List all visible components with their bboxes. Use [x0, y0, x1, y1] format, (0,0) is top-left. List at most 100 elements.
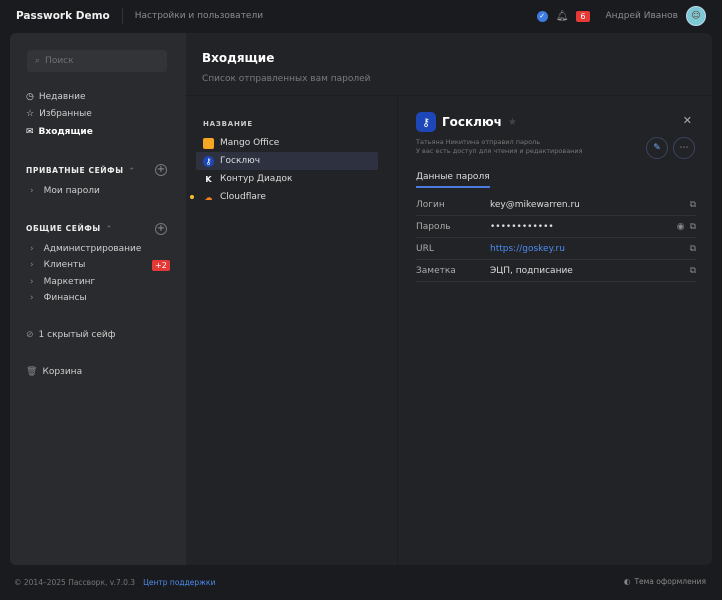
- notifications-badge[interactable]: 6: [576, 10, 590, 22]
- field-label: Заметка: [416, 265, 456, 276]
- page-header: Входящие Список отправленных вам паролей: [186, 33, 712, 96]
- field-value[interactable]: key@mikewarren.ru: [490, 199, 580, 210]
- footer: © 2014–2025 Пассворк, v.7.0.3 Центр подде…: [14, 578, 215, 587]
- detail-panel: ⚷ Госключ ★ ✕ Татьяна Никитина отправил па…: [397, 96, 712, 565]
- key-icon: ⚷: [416, 112, 436, 132]
- mango-icon: [203, 137, 214, 149]
- chevron-up-icon: ⌃: [128, 166, 136, 175]
- copy-icon[interactable]: ⧉: [689, 243, 696, 254]
- sidebar-item-label: Избранные: [39, 109, 92, 119]
- cloudflare-icon: ☁: [204, 192, 213, 202]
- field-login: Логин key@mikewarren.ru ⧉: [416, 194, 696, 216]
- hidden-label: 1 скрытый сейф: [38, 330, 116, 340]
- add-private-vault-button[interactable]: +: [155, 164, 167, 176]
- vault-label: Маркетинг: [43, 277, 96, 287]
- key-icon: ⚷: [203, 155, 214, 167]
- chevron-right-icon: ›: [30, 293, 34, 303]
- add-shared-vault-button[interactable]: +: [155, 223, 167, 235]
- top-bar: Passwork Demo Настройки и пользователи ✓…: [0, 0, 722, 32]
- sidebar-item-favorites[interactable]: ☆ Избранные: [26, 109, 92, 119]
- section-title: ПРИВАТНЫЕ СЕЙФЫ: [26, 166, 124, 175]
- kontur-icon: K: [205, 174, 212, 184]
- field-url: URL https://goskey.ru ⧉: [416, 238, 696, 260]
- sidebar-item-label: Входящие: [38, 127, 93, 137]
- theme-toggle[interactable]: ◐ Тема оформления: [624, 577, 706, 586]
- vault-label: Финансы: [43, 293, 87, 303]
- sidebar-item-recent[interactable]: ◷ Недавние: [26, 92, 85, 102]
- trash-link[interactable]: 🗑︎ Корзина: [26, 367, 82, 377]
- trash-icon: 🗑︎: [26, 367, 38, 377]
- clients-badge: +2: [152, 260, 170, 271]
- vault-label: Мои пароли: [43, 186, 100, 196]
- tab-password-data[interactable]: Данные пароля: [416, 172, 490, 188]
- chevron-right-icon: ›: [30, 277, 34, 287]
- eye-off-icon: ⊘: [26, 330, 34, 340]
- edit-button[interactable]: ✎: [646, 137, 668, 159]
- list-item[interactable]: ⚷ Госключ: [196, 152, 378, 170]
- column-header-name[interactable]: НАЗВАНИЕ: [203, 120, 253, 128]
- url-link[interactable]: https://goskey.ru: [490, 243, 565, 254]
- eye-icon[interactable]: ◉: [676, 221, 685, 232]
- section-title: ОБЩИЕ СЕЙФЫ: [26, 224, 101, 233]
- chevron-right-icon: ›: [30, 260, 34, 270]
- search-placeholder: Поиск: [45, 56, 74, 66]
- vault-label: Администрирование: [43, 244, 142, 254]
- list-item[interactable]: Mango Office: [196, 134, 378, 152]
- copyright: © 2014–2025 Пассворк, v.7.0.3: [14, 578, 136, 587]
- star-icon: ☆: [26, 109, 35, 119]
- field-label: Логин: [416, 199, 445, 210]
- verified-icon[interactable]: ✓: [536, 10, 548, 22]
- main-panel: ⌕ Поиск ◷ Недавние ☆ Избранные ✉ Входящие ПР…: [10, 33, 712, 565]
- clock-icon: ◷: [26, 92, 34, 102]
- vault-admin[interactable]: › Администрирование: [30, 244, 141, 254]
- item-name: Госключ: [220, 156, 261, 166]
- copy-icon[interactable]: ⧉: [689, 199, 696, 210]
- item-name: Контур Диадок: [220, 174, 293, 184]
- list-item[interactable]: K Контур Диадок: [196, 170, 378, 188]
- sender-text: Татьяна Никитина отправил пароль: [416, 138, 541, 146]
- shared-vaults-header[interactable]: ОБЩИЕ СЕЙФЫ ⌃: [26, 224, 113, 233]
- unread-dot: [190, 195, 194, 199]
- copy-icon[interactable]: ⧉: [689, 265, 696, 276]
- chevron-right-icon: ›: [30, 186, 34, 196]
- item-name: Mango Office: [220, 138, 280, 148]
- copy-icon[interactable]: ⧉: [689, 221, 696, 232]
- star-icon[interactable]: ★: [507, 116, 517, 128]
- page-title: Входящие: [202, 51, 275, 65]
- close-icon[interactable]: ✕: [682, 114, 692, 127]
- sidebar-item-inbox[interactable]: ✉ Входящие: [26, 127, 93, 137]
- inbox-icon: ✉: [26, 127, 34, 137]
- detail-title: Госключ: [442, 115, 502, 129]
- item-name: Cloudflare: [220, 192, 266, 202]
- field-note: Заметка ЭЦП, подписание ⧉: [416, 260, 696, 282]
- app-title[interactable]: Passwork Demo: [16, 10, 110, 22]
- vault-label: Клиенты: [43, 260, 86, 270]
- trash-label: Корзина: [42, 367, 83, 377]
- chevron-right-icon: ›: [30, 244, 34, 254]
- vault-finance[interactable]: › Финансы: [30, 293, 87, 303]
- sidebar-item-label: Недавние: [38, 92, 86, 102]
- vault-clients[interactable]: › Клиенты: [30, 260, 85, 270]
- sidebar: ⌕ Поиск ◷ Недавние ☆ Избранные ✉ Входящие ПР…: [10, 33, 186, 565]
- private-vaults-header[interactable]: ПРИВАТНЫЕ СЕЙФЫ ⌃: [26, 166, 135, 175]
- divider: [121, 8, 123, 24]
- more-button[interactable]: ⋯: [673, 137, 695, 159]
- list-item[interactable]: ☁ Cloudflare: [190, 188, 378, 206]
- password-list: НАЗВАНИЕ Mango Office ⚷ Госключ K Контур Д…: [186, 96, 397, 565]
- search-input[interactable]: ⌕ Поиск: [27, 50, 167, 72]
- settings-link[interactable]: Настройки и пользователи: [134, 11, 264, 21]
- search-icon: ⌕: [35, 56, 41, 66]
- field-value[interactable]: ••••••••••••: [490, 221, 554, 232]
- theme-icon: ◐: [623, 577, 631, 586]
- support-link[interactable]: Центр поддержки: [143, 578, 216, 587]
- vault-my-passwords[interactable]: › Мои пароли: [30, 186, 100, 196]
- bell-icon[interactable]: 🔔︎: [555, 10, 569, 22]
- access-text: У вас есть доступ для чтения и редактиро…: [416, 147, 583, 155]
- field-value[interactable]: ЭЦП, подписание: [490, 265, 573, 276]
- hidden-vaults-link[interactable]: ⊘ 1 скрытый сейф: [26, 330, 115, 340]
- page-subtitle: Список отправленных вам паролей: [202, 74, 371, 84]
- theme-label: Тема оформления: [634, 577, 706, 586]
- vault-marketing[interactable]: › Маркетинг: [30, 277, 95, 287]
- user-name[interactable]: Андрей Иванов: [605, 11, 678, 21]
- avatar[interactable]: ☺: [686, 6, 706, 26]
